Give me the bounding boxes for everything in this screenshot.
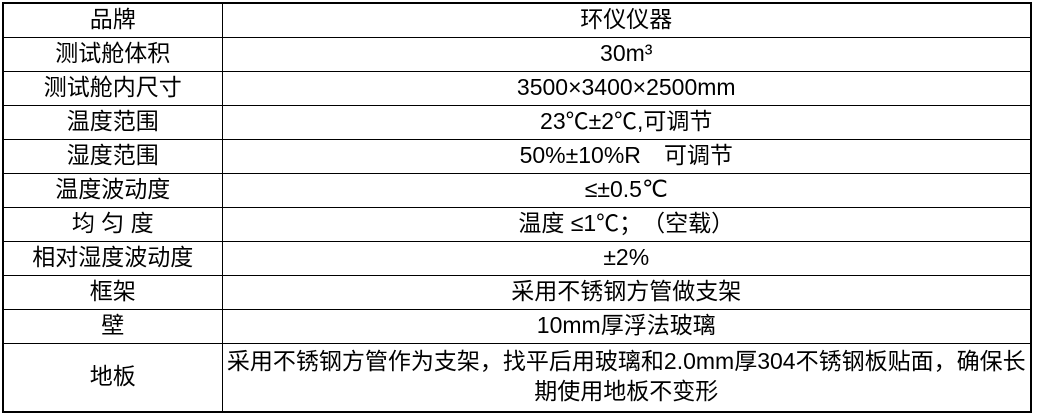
spec-label-cell: 湿度范围 [2, 138, 223, 174]
table-row: 测试舱内尺寸 3500×3400×2500mm [2, 70, 1032, 106]
spec-label-cell: 均 匀 度 [2, 206, 223, 242]
spec-label-cell: 测试舱内尺寸 [2, 70, 223, 106]
spec-value-cell: 3500×3400×2500mm [221, 70, 1032, 106]
spec-label-cell: 温度波动度 [2, 172, 223, 208]
spec-label-cell: 温度范围 [2, 104, 223, 140]
table-row: 温度波动度 ≤±0.5℃ [2, 172, 1032, 208]
table-row: 品牌 环仪仪器 [2, 2, 1032, 38]
spec-label-cell: 地板 [2, 342, 223, 413]
spec-value-cell: 23℃±2℃,可调节 [221, 104, 1032, 140]
spec-label-cell: 框架 [2, 274, 223, 310]
table-row: 测试舱体积 30m³ [2, 36, 1032, 72]
spec-value-cell: 10mm厚浮法玻璃 [221, 308, 1032, 344]
spec-value-cell: 采用不锈钢方管作为支架，找平后用玻璃和2.0mm厚304不锈钢板贴面，确保长期使… [221, 342, 1032, 413]
spec-label-cell: 壁 [2, 308, 223, 344]
table-row: 壁 10mm厚浮法玻璃 [2, 308, 1032, 344]
table-row: 框架 采用不锈钢方管做支架 [2, 274, 1032, 310]
table-row: 均 匀 度 温度 ≤1℃； （空载） [2, 206, 1032, 242]
spec-label-cell: 相对湿度波动度 [2, 240, 223, 276]
table-row: 相对湿度波动度 ±2% [2, 240, 1032, 276]
table-row: 温度范围 23℃±2℃,可调节 [2, 104, 1032, 140]
spec-value-cell: 环仪仪器 [221, 2, 1032, 38]
spec-value-cell: ≤±0.5℃ [221, 172, 1032, 208]
table-row: 湿度范围 50%±10%R 可调节 [2, 138, 1032, 174]
spec-value-cell: ±2% [221, 240, 1032, 276]
spec-label-cell: 品牌 [2, 2, 223, 38]
spec-value-cell: 50%±10%R 可调节 [221, 138, 1032, 174]
spec-value-cell: 温度 ≤1℃； （空载） [221, 206, 1032, 242]
spec-label-cell: 测试舱体积 [2, 36, 223, 72]
spec-value-cell: 30m³ [221, 36, 1032, 72]
table-row: 地板 采用不锈钢方管作为支架，找平后用玻璃和2.0mm厚304不锈钢板贴面，确保… [2, 342, 1032, 413]
spec-value-cell: 采用不锈钢方管做支架 [221, 274, 1032, 310]
